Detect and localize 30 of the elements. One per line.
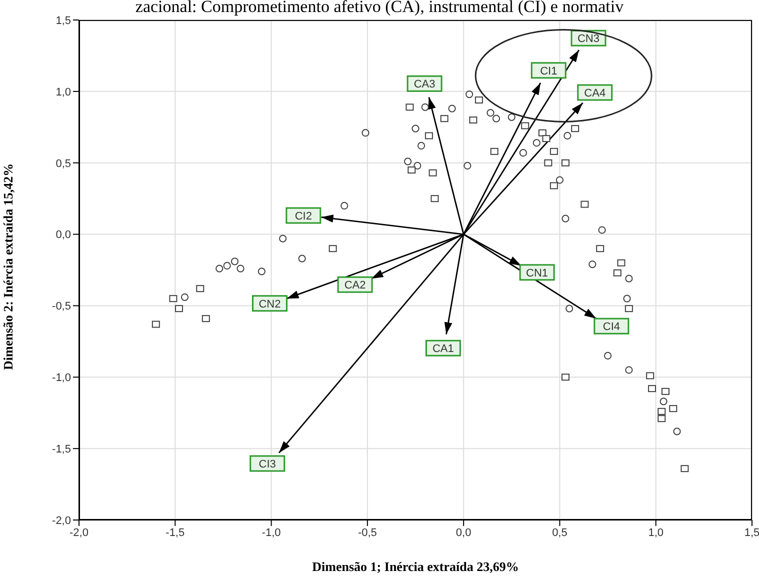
series-label: CI2: [294, 210, 312, 222]
y-axis-title: Dimensão 2: Inércia extraída 15,42%: [0, 163, 16, 370]
series-label: CN3: [577, 33, 600, 46]
series-label: CI3: [258, 458, 276, 471]
chart-title: zacional: Comprometimento afetivo (CA), instrumental (CI) e normativ: [134, 0, 625, 16]
series-label: CA3: [414, 78, 436, 91]
x-tick-label: -2,0: [70, 526, 88, 539]
x-tick-label: 0,5: [552, 526, 568, 539]
x-tick-label: 1,5: [744, 526, 759, 539]
y-tick-label: 0,5: [56, 158, 71, 170]
series-label: CN2: [258, 298, 281, 310]
y-tick-label: -1,0: [52, 372, 71, 384]
y-tick-label: -2,0: [52, 514, 71, 527]
series-label: CA1: [432, 343, 454, 356]
x-tick-label: -1,5: [166, 526, 185, 539]
x-axis-title: Dimensão 1; Inércia extraída 23,69%: [312, 559, 519, 574]
y-tick-label: -1,5: [52, 443, 71, 456]
y-tick-label: -0,5: [52, 300, 71, 313]
series-label: CI4: [602, 321, 620, 334]
x-tick-label: 1,0: [648, 526, 664, 539]
x-tick-label: -0,5: [358, 526, 377, 539]
y-tick-label: 1,5: [56, 14, 71, 27]
y-tick-label: 0,0: [56, 229, 71, 242]
y-tick-label: 1,0: [56, 86, 71, 98]
series-label: CI1: [540, 65, 558, 78]
series-label: CN1: [526, 267, 548, 280]
series-label: CA4: [584, 87, 606, 100]
x-tick-label: -1,0: [262, 526, 281, 539]
series-label: CA2: [344, 280, 366, 292]
x-tick-label: 0,0: [456, 526, 472, 539]
